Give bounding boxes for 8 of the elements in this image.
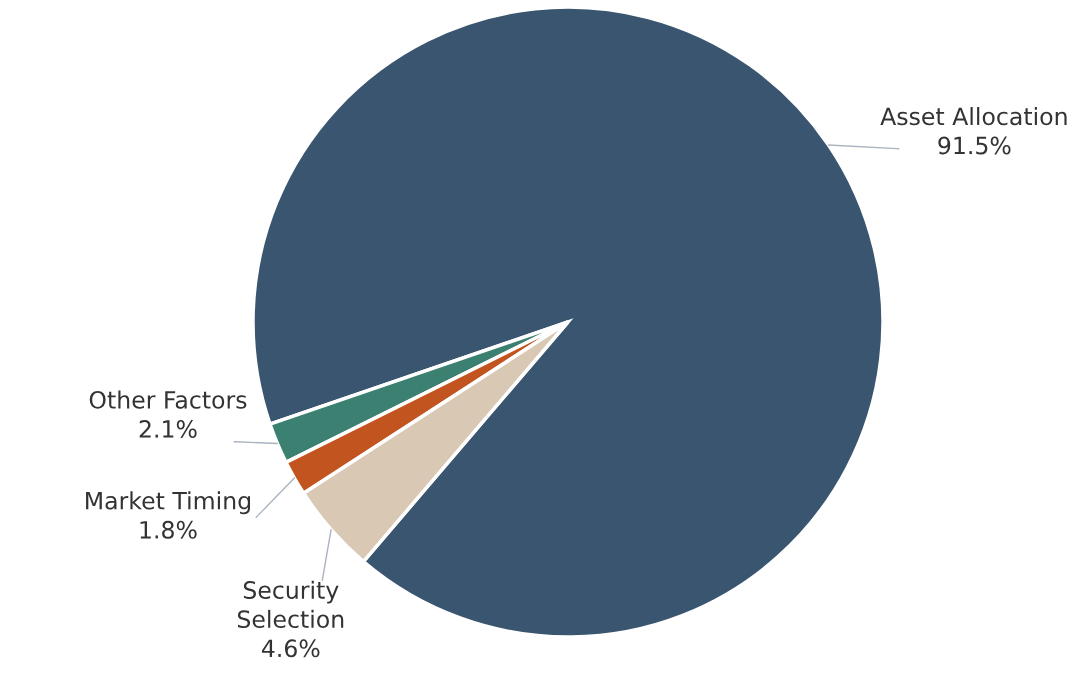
slice-label: Asset Allocation xyxy=(880,107,1067,126)
data-label: 91.5% xyxy=(938,136,1011,155)
data-label: 1.8% xyxy=(140,520,197,539)
data-label: 4.6% xyxy=(261,639,320,658)
slice-label: Market Timing xyxy=(86,491,251,515)
data-label: 2.1% xyxy=(139,420,197,438)
slice-label: Other Factors xyxy=(89,390,247,409)
slice-label: Security Selection xyxy=(237,580,344,629)
